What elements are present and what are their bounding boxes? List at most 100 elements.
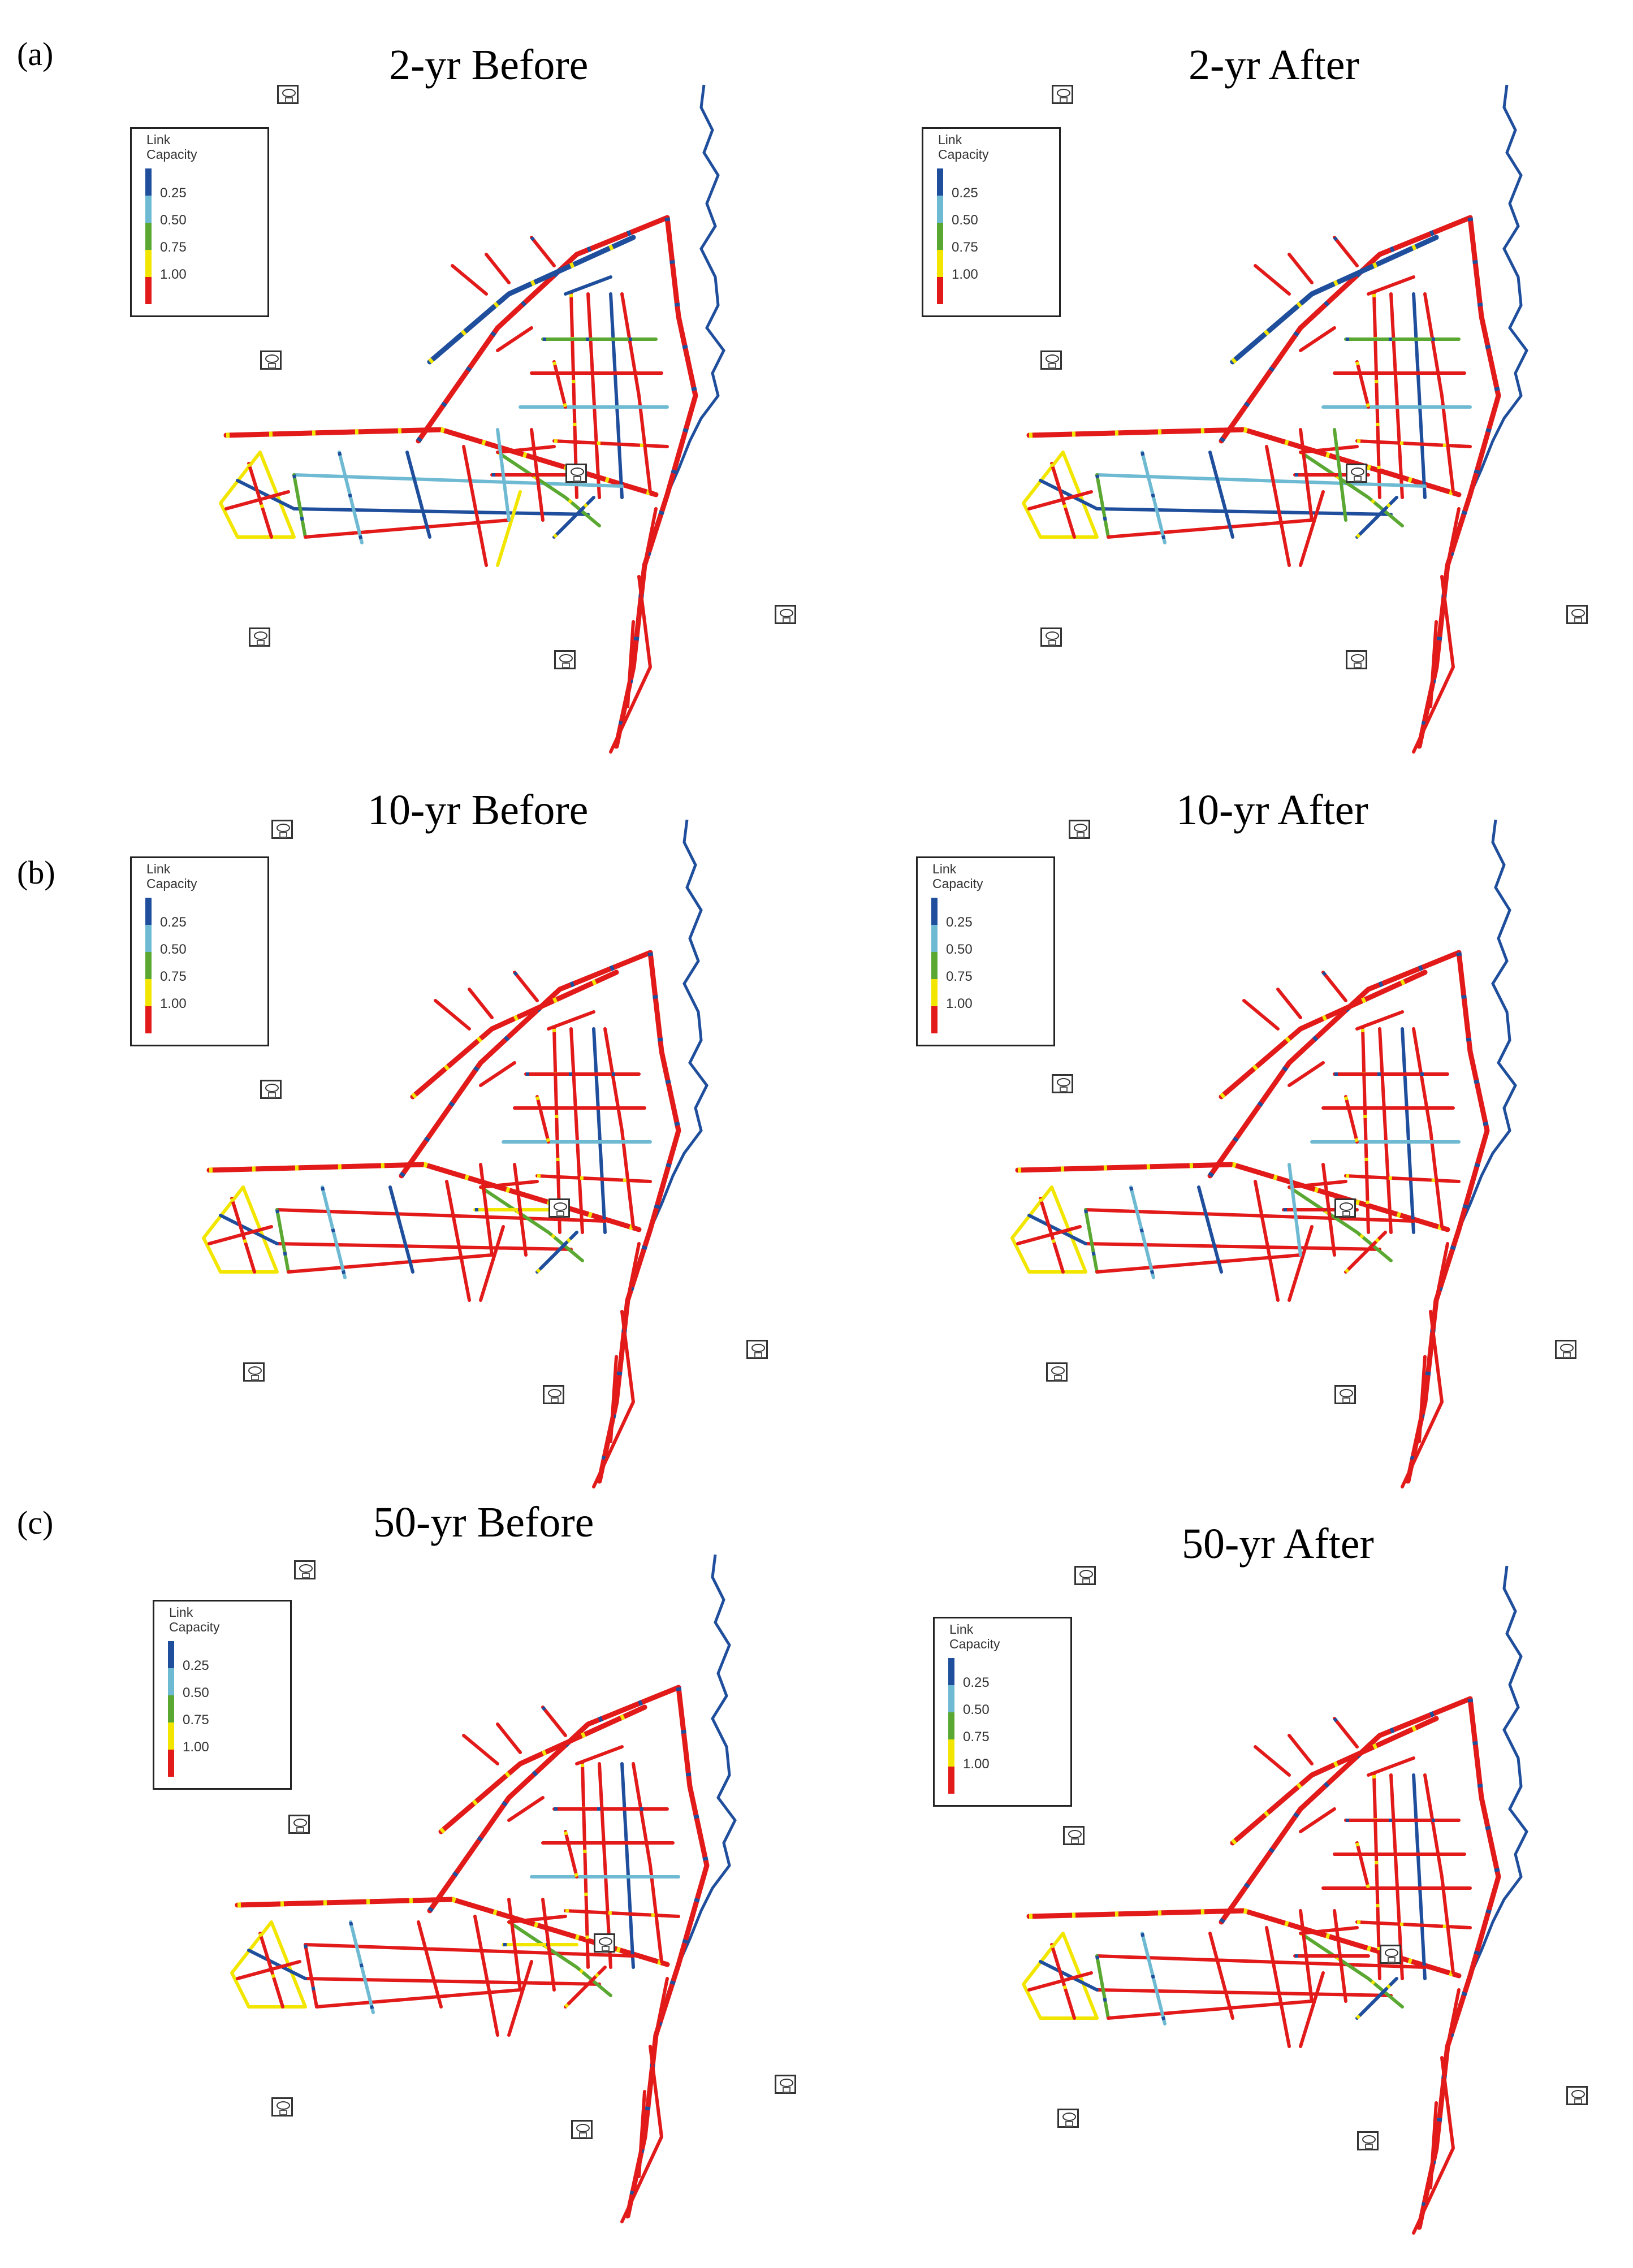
road-link: [1355, 360, 1370, 409]
road-link: [654, 1977, 669, 2037]
road-link: [1355, 439, 1472, 448]
road-link-accent: [1029, 427, 1460, 497]
legend-swatch: [145, 925, 152, 952]
legend-swatch: [145, 277, 152, 304]
road-network-map: [1010, 819, 1517, 1488]
road-link: [1095, 1954, 1110, 2020]
road-link: [1412, 292, 1427, 499]
legend-label: 0.50: [952, 213, 978, 228]
road-link-accent: [614, 217, 698, 747]
road-link: [304, 1943, 635, 1958]
road-link: [1355, 1977, 1398, 2020]
road-link: [219, 451, 296, 539]
road-link: [1333, 1717, 1359, 1748]
road-link: [552, 439, 669, 448]
road-link-accent: [1416, 217, 1501, 747]
road-link: [535, 1174, 652, 1183]
road-link: [620, 2045, 663, 2223]
road-link: [1299, 1807, 1336, 1833]
legend-label: 0.50: [963, 1702, 990, 1717]
legend-box: Link Capacity 0.25 0.50 0.75 1.00: [153, 1600, 292, 1790]
road-link: [586, 292, 601, 499]
legend-label: 1.00: [946, 996, 973, 1011]
road-link: [292, 473, 624, 488]
road-link: [507, 1920, 612, 1997]
road-link: [202, 1185, 279, 1274]
legend-swatch: [145, 979, 152, 1006]
road-link: [1230, 235, 1439, 365]
legend-swatch: [168, 1722, 174, 1750]
road-link: [1416, 1696, 1501, 2230]
road-network-map: [219, 84, 725, 754]
legend-label: 0.75: [946, 969, 973, 984]
road-link: [410, 969, 619, 1100]
rain-gauge-icon: [1052, 85, 1073, 104]
legend-title: Link Capacity: [169, 1605, 220, 1634]
road-link-accent: [1405, 952, 1490, 1482]
river-line: [666, 1554, 737, 1996]
road-network-map: [1022, 84, 1528, 754]
road-link: [632, 1762, 663, 1963]
rain-gauge-icon: [1040, 350, 1062, 370]
road-link: [1435, 1242, 1449, 1302]
legend-swatch: [168, 1641, 174, 1668]
legend-label: 0.75: [963, 1729, 990, 1745]
road-link: [614, 215, 698, 749]
legend-swatch: [168, 1668, 174, 1695]
road-link: [1219, 215, 1473, 444]
road-link: [427, 1685, 681, 1914]
road-link: [1355, 1841, 1370, 1890]
rain-gauge-icon: [1069, 820, 1090, 839]
road-link: [1299, 326, 1336, 352]
legend-swatch: [145, 250, 152, 277]
road-link: [1207, 950, 1462, 1179]
rain-gauge-icon: [1052, 1074, 1073, 1093]
rain-gauge-icon: [1357, 2131, 1379, 2150]
road-link: [1197, 1185, 1223, 1274]
legend-swatch: [937, 277, 943, 304]
road-link: [564, 275, 612, 296]
road-link-accent: [1416, 1698, 1501, 2228]
road-link: [1022, 451, 1099, 539]
road-link: [552, 360, 567, 409]
road-link-accent: [209, 1162, 640, 1232]
road-network-map: [230, 1554, 737, 2223]
road-link: [304, 1977, 601, 1986]
panel-title-a-right: 2-yr After: [1189, 41, 1359, 89]
road-link: [1372, 1773, 1381, 1980]
road-link: [462, 1734, 499, 1765]
road-link: [445, 1180, 471, 1302]
legend-label: 0.50: [946, 942, 973, 957]
road-link: [1288, 253, 1314, 284]
road-link: [479, 1163, 494, 1257]
legend-box: Link Capacity 0.25 0.50 0.75 1.00: [933, 1617, 1072, 1807]
road-link: [219, 1214, 279, 1245]
legend-label: 0.25: [963, 1675, 990, 1690]
road-link: [1254, 1745, 1291, 1777]
road-link: [1372, 292, 1381, 499]
road-link: [1389, 292, 1404, 499]
road-link: [513, 971, 539, 1002]
road-link: [1095, 1954, 1427, 1969]
map-panel-a-right: Link Capacity 0.25 0.50 0.75 1.00: [803, 0, 1619, 756]
rain-gauge-icon: [1334, 1385, 1356, 1404]
legend-swatch: [145, 168, 152, 196]
road-link: [236, 479, 296, 510]
road-link: [1418, 1355, 1427, 1443]
road-link: [1423, 1773, 1455, 1975]
panel-title-c-right: 50-yr After: [1182, 1520, 1374, 1568]
road-link-accent: [226, 427, 657, 497]
legend-swatch: [931, 898, 938, 925]
road-link: [1344, 1231, 1387, 1274]
legend-title: Link Capacity: [146, 862, 197, 891]
road-link: [1288, 1061, 1325, 1087]
legend-swatch: [168, 1695, 174, 1722]
river-line: [637, 819, 709, 1261]
road-link: [1321, 1163, 1336, 1257]
road-link: [1344, 1095, 1359, 1144]
legend-swatch: [937, 196, 943, 223]
road-link: [507, 1796, 545, 1822]
road-link: [275, 1208, 607, 1223]
rain-gauge-icon: [260, 350, 282, 370]
rain-gauge-icon: [571, 2120, 593, 2139]
